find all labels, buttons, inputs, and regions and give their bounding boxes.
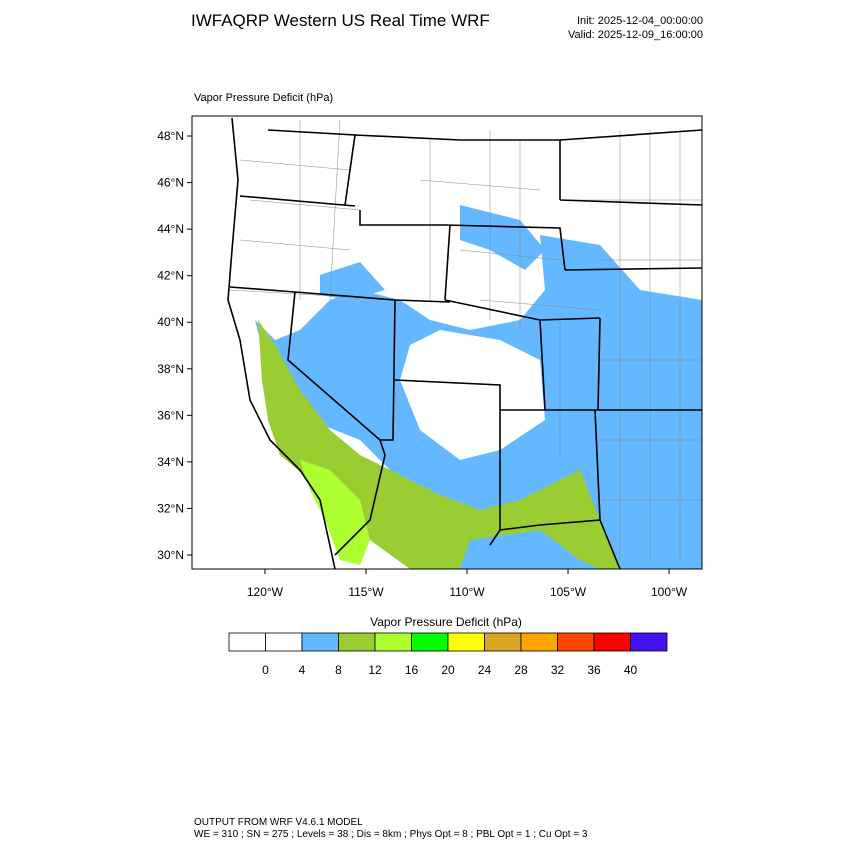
- colorbar-label: 0: [262, 663, 269, 677]
- y-tick-label: 46°N: [157, 176, 184, 190]
- footer-line: OUTPUT FROM WRF V4.6.1 MODEL: [194, 817, 363, 828]
- colorbar-label: 40: [624, 663, 638, 677]
- colorbar-title: Vapor Pressure Deficit (hPa): [370, 615, 522, 629]
- colorbar-label: 32: [551, 663, 565, 677]
- y-tick-label: 44°N: [157, 222, 184, 236]
- init-time: Init: 2025-12-04_00:00:00: [577, 15, 703, 27]
- colorbar-label: 16: [405, 663, 419, 677]
- colorbar-box: [630, 632, 668, 652]
- vpd-blue-area: [320, 262, 385, 300]
- vpd-blue-area: [460, 530, 600, 569]
- colorbar-label: 36: [587, 663, 601, 677]
- y-tick-label: 32°N: [157, 501, 184, 515]
- x-tick-label: 110°W: [449, 585, 485, 599]
- map-frame: [191, 115, 703, 570]
- y-tick-label: 40°N: [157, 315, 184, 329]
- y-tick-label: 36°N: [157, 408, 184, 422]
- colorbar-label: 20: [441, 663, 455, 677]
- valid-time: Valid: 2025-12-09_16:00:00: [568, 29, 703, 41]
- y-tick-label: 48°N: [157, 129, 184, 143]
- colorbar-box: [593, 632, 631, 652]
- colorbar-label: 8: [335, 663, 342, 677]
- colorbar-box: [447, 632, 485, 652]
- colorbar-box: [411, 632, 449, 652]
- vpd-lightgreen-area: [300, 460, 370, 565]
- colorbar: 0 4 8 12 16 20 24 28 32 36 40: [228, 632, 668, 677]
- colorbar-label: 24: [478, 663, 492, 677]
- colorbar-box: [520, 632, 558, 652]
- colorbar-label: 12: [368, 663, 382, 677]
- field-title: Vapor Pressure Deficit (hPa): [194, 92, 333, 104]
- colorbar-box: [557, 632, 595, 652]
- colorbar-box: [265, 632, 303, 652]
- y-tick-label: 34°N: [157, 455, 184, 469]
- map: [191, 115, 703, 570]
- colorbar-box: [228, 632, 266, 652]
- x-tick-label: 120°W: [247, 585, 284, 599]
- x-tick-label: 115°W: [348, 585, 384, 599]
- vpd-clear-area: [400, 330, 545, 460]
- footer-line: WE = 310 ; SN = 275 ; Levels = 38 ; Dis …: [194, 829, 588, 840]
- y-tick-label: 30°N: [157, 548, 184, 562]
- y-tick-label: 38°N: [157, 362, 184, 376]
- x-tick-label: 100°W: [651, 585, 688, 599]
- colorbar-label: 4: [299, 663, 306, 677]
- colorbar-box: [374, 632, 412, 652]
- vpd-blue-area: [460, 205, 545, 270]
- colorbar-box: [484, 632, 522, 652]
- title: IWFAQRP Western US Real Time WRF: [191, 11, 490, 30]
- colorbar-label: 28: [514, 663, 528, 677]
- colorbar-box: [338, 632, 376, 652]
- y-tick-label: 42°N: [157, 269, 184, 283]
- x-tick-label: 105°W: [550, 585, 587, 599]
- colorbar-box: [301, 632, 339, 652]
